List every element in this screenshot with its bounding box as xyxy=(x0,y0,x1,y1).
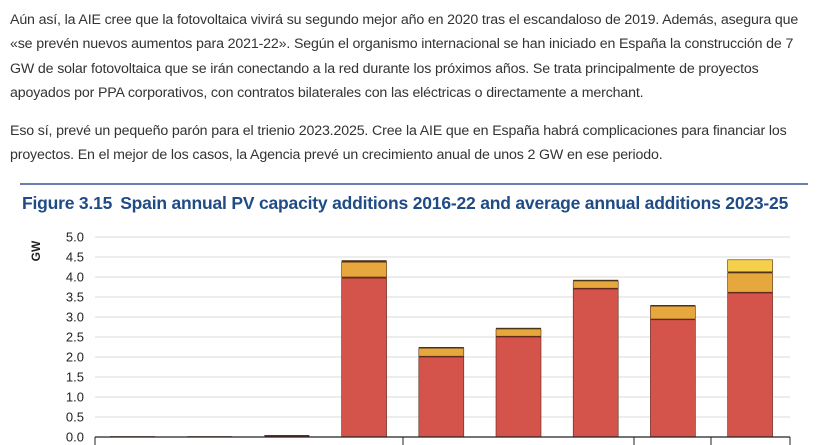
bar-segment xyxy=(418,347,464,349)
bar-segment xyxy=(341,277,387,438)
figure-top-rule xyxy=(20,183,808,185)
bar-segment xyxy=(572,280,619,289)
bar-segment xyxy=(650,319,696,438)
y-tick-label: 0.0 xyxy=(66,430,84,445)
bar-segment xyxy=(418,356,465,438)
y-tick-label: 2.0 xyxy=(66,350,84,365)
bar-segment xyxy=(418,356,464,358)
figure-label: Figure 3.15 xyxy=(22,193,113,213)
bar-segment xyxy=(341,277,387,279)
bar-segment xyxy=(727,271,773,273)
bar-segment xyxy=(650,305,696,307)
bar-segment xyxy=(341,260,387,263)
y-tick-label: 4.0 xyxy=(66,270,84,285)
y-tick-label: 1.0 xyxy=(66,390,84,405)
bar-segment xyxy=(727,272,773,293)
bar-segment xyxy=(650,319,696,320)
bar-segment xyxy=(418,347,465,357)
chart-title-text: Spain annual PV capacity additions 2016-… xyxy=(120,193,789,213)
y-tick-label: 2.5 xyxy=(66,330,84,345)
bar-segment xyxy=(727,292,773,294)
bar-segment xyxy=(650,305,696,320)
bar-segment xyxy=(573,279,619,281)
y-tick-label: 1.5 xyxy=(66,370,84,385)
chart-title: Figure 3.15 Spain annual PV capacity addi… xyxy=(22,193,788,214)
bar-segment xyxy=(573,288,619,290)
y-tick-label: 5.0 xyxy=(66,230,84,245)
y-axis-label: GW xyxy=(29,240,43,261)
y-tick-label: 4.5 xyxy=(66,250,84,265)
bar-segment xyxy=(495,328,542,337)
bar-segment xyxy=(572,288,619,438)
bar-segment xyxy=(496,327,541,329)
article-paragraph-1: Aún así, la AIE cree que la fotovoltaica… xyxy=(10,12,799,101)
bar-segment xyxy=(727,292,773,438)
y-tick-label: 0.5 xyxy=(66,410,84,425)
bar-segment xyxy=(496,336,541,338)
bar-segment xyxy=(495,336,542,438)
bar-segment xyxy=(341,261,387,278)
bar-segment xyxy=(727,259,773,273)
bar-segment xyxy=(264,435,310,437)
y-tick-label: 3.0 xyxy=(66,310,84,325)
article-paragraph-2: Eso sí, prevé un pequeño parón para el t… xyxy=(10,123,787,164)
y-tick-label: 3.5 xyxy=(66,290,84,305)
